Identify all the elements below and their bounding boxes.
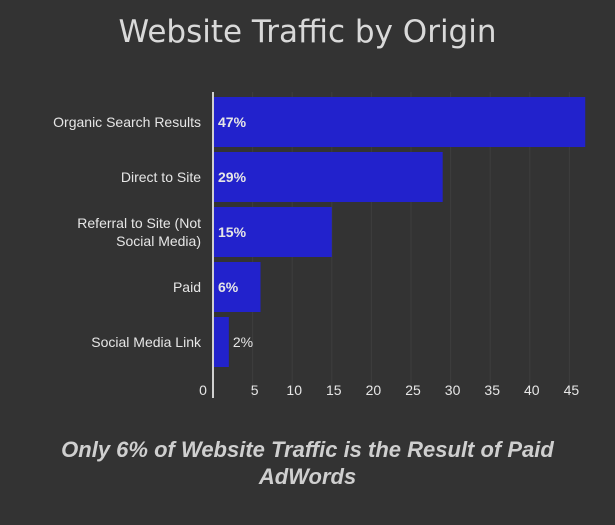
bar (213, 207, 332, 257)
data-label: 2% (233, 334, 253, 350)
x-tick-label: 15 (326, 382, 342, 398)
bar (213, 97, 586, 147)
category-label: Social Media) (116, 233, 201, 249)
x-tick-label: 5 (251, 382, 259, 398)
data-label: 29% (218, 169, 247, 185)
bar (213, 262, 261, 312)
category-label: Organic Search Results (53, 114, 201, 130)
category-label: Social Media Link (91, 334, 202, 350)
data-label: 15% (218, 224, 247, 240)
x-tick-label: 35 (484, 382, 500, 398)
x-tick-label: 20 (366, 382, 382, 398)
category-label: Direct to Site (121, 169, 201, 185)
category-label: Paid (173, 279, 201, 295)
x-tick-label: 40 (524, 382, 540, 398)
bar (213, 152, 443, 202)
x-tick-label: 0 (199, 382, 207, 398)
bar (213, 317, 229, 367)
chart-caption: Only 6% of Website Traffic is the Result… (61, 437, 554, 489)
x-tick-label: 25 (405, 382, 421, 398)
x-tick-label: 45 (564, 382, 580, 398)
data-label: 6% (218, 279, 239, 295)
category-label: Referral to Site (Not (77, 215, 201, 231)
x-tick-label: 10 (286, 382, 302, 398)
data-label: 47% (218, 114, 247, 130)
x-tick-label: 30 (445, 382, 461, 398)
chart-title: Website Traffic by Origin (118, 14, 497, 50)
